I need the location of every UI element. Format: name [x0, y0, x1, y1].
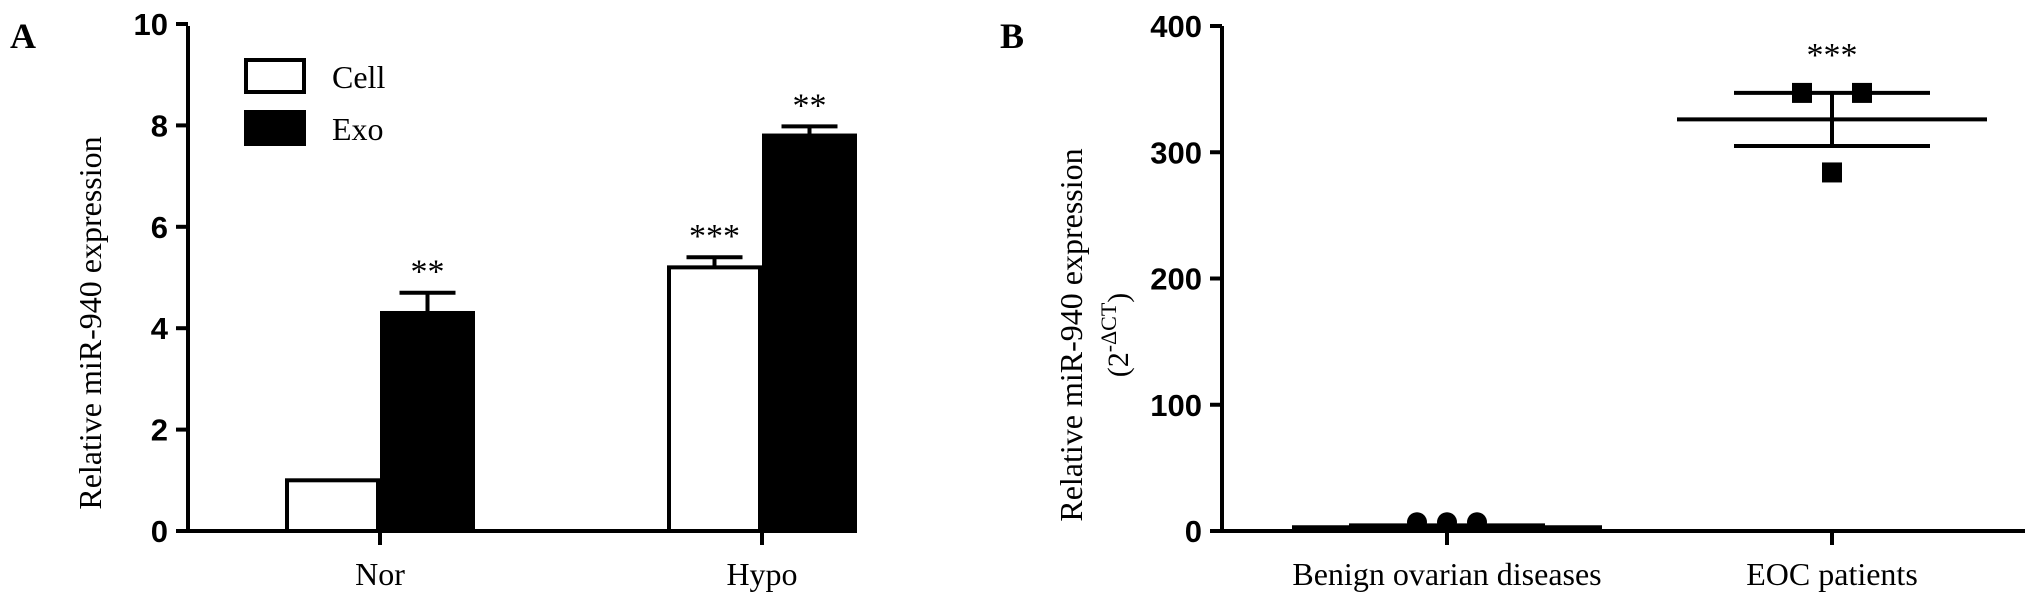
panel-label: A	[10, 16, 36, 56]
y-ticks: 0 2 4 6 8 10	[134, 7, 188, 549]
x-ticks: Nor Hypo	[355, 531, 798, 592]
significance-label: ***	[689, 218, 740, 255]
y-ticks: 0 100 200 300 400	[1150, 9, 1222, 549]
legend: Cell Exo	[244, 58, 385, 147]
panel-label: B	[1000, 16, 1024, 56]
y-tick-label: 400	[1150, 9, 1202, 44]
data-point-circle	[1437, 512, 1457, 533]
significance-label: ***	[1807, 37, 1858, 74]
significance-label: **	[793, 87, 827, 124]
x-tick-label: Nor	[355, 556, 405, 592]
unit-superscript: -ΔCT	[1096, 302, 1121, 352]
data-point-circle	[1407, 512, 1427, 533]
data-point-square	[1792, 82, 1812, 103]
legend-swatch-cell	[244, 58, 306, 94]
bar-cell	[667, 265, 762, 533]
y-tick-label: 4	[151, 311, 169, 346]
panel-b: B Relative miR-940 expression (2-ΔCT) 0 1…	[1000, 9, 2025, 592]
y-tick-label: 100	[1150, 388, 1202, 423]
legend-label: Cell	[332, 59, 385, 95]
y-tick-label: 2	[151, 413, 168, 448]
panel-a: A Relative miR-940 expression 0 2 4 6 8 10 No…	[10, 7, 857, 592]
legend-swatch-exo	[244, 110, 306, 146]
annotations: *******	[411, 87, 827, 290]
significance-label: **	[411, 254, 445, 291]
y-axis-unit: (2-ΔCT)	[1096, 293, 1135, 378]
error-bars	[399, 124, 838, 313]
y-axis-label: Relative miR-940 expression	[72, 136, 108, 509]
data-points	[1407, 82, 1872, 533]
annotations: ***	[1807, 37, 1858, 74]
y-tick-label: 8	[151, 108, 168, 143]
x-tick-label: Hypo	[726, 556, 797, 592]
unit-prefix: (2	[1102, 352, 1135, 377]
bar-exo	[380, 310, 475, 533]
y-tick-label: 0	[1185, 514, 1202, 549]
x-tick-label: EOC patients	[1746, 556, 1918, 592]
bars	[285, 133, 857, 533]
data-point-square	[1852, 82, 1872, 103]
x-tick-label: Benign ovarian diseases	[1292, 556, 1601, 592]
data-point-square	[1822, 162, 1842, 183]
x-ticks: Benign ovarian diseases EOC patients	[1292, 531, 1918, 592]
bar-exo	[762, 133, 857, 533]
y-axis-label: Relative miR-940 expression	[1053, 148, 1089, 521]
y-tick-label: 0	[151, 514, 168, 549]
summary-lines	[1292, 90, 1987, 532]
legend-label: Exo	[332, 111, 384, 147]
y-tick-label: 300	[1150, 135, 1202, 170]
y-tick-label: 200	[1150, 262, 1202, 297]
y-tick-label: 6	[151, 210, 168, 245]
y-tick-label: 10	[134, 7, 168, 42]
bar-cell	[285, 478, 380, 533]
unit-suffix: )	[1102, 293, 1135, 303]
data-point-circle	[1467, 512, 1487, 533]
